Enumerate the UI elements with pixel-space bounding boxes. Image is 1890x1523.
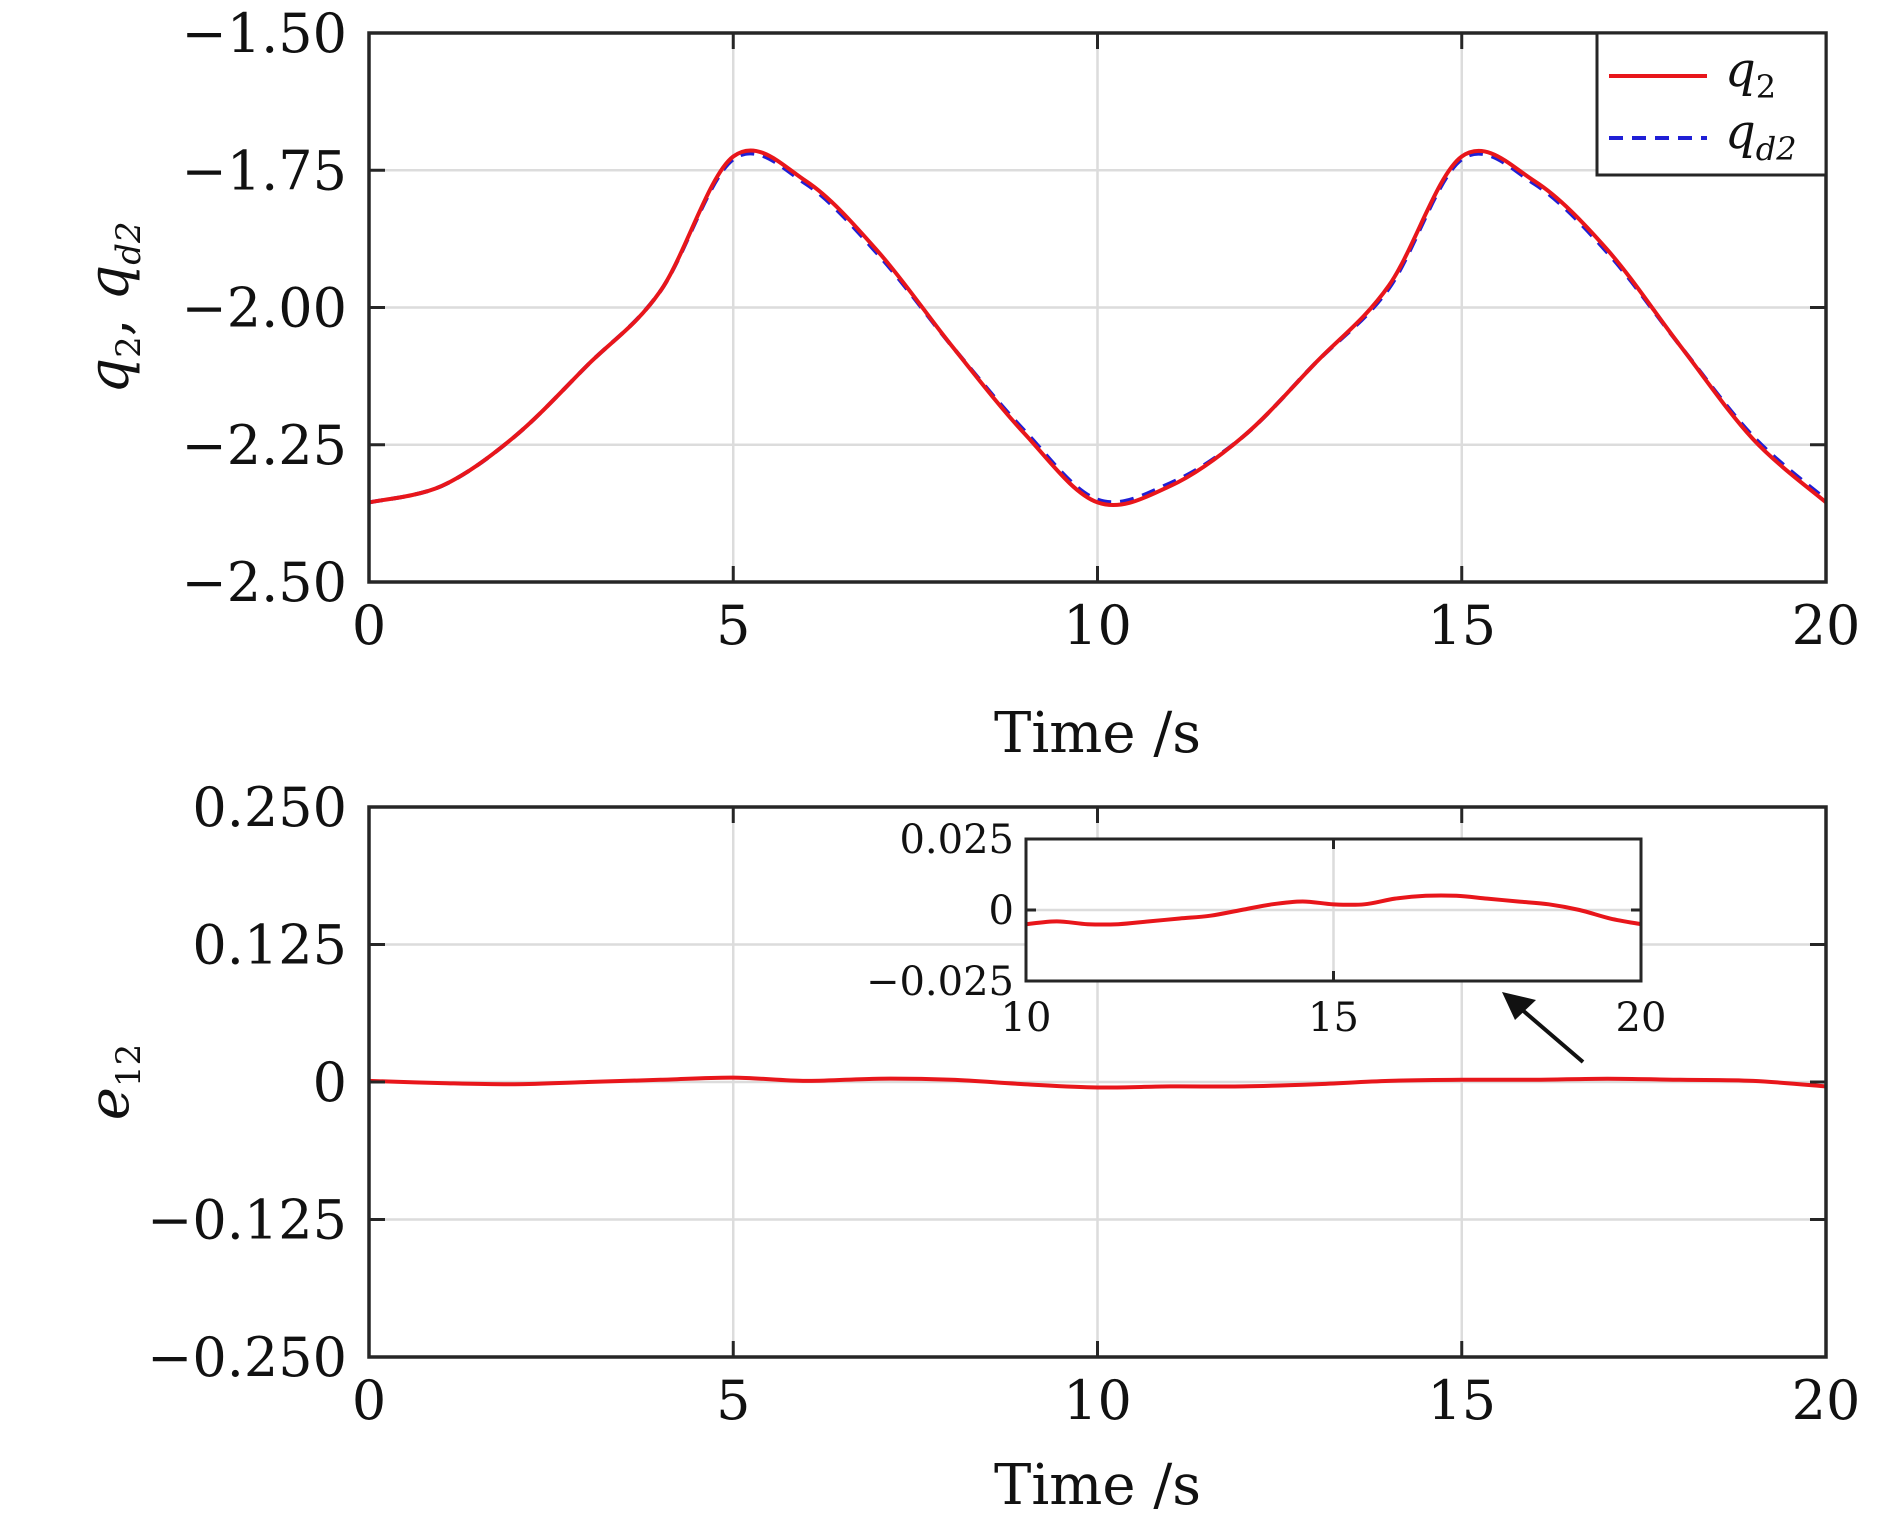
top-chart: 0 5 10 15 20−1.50−1.75−2.00−2.25−2.50 q2qd2 … <box>77 2 1860 766</box>
arrow-head <box>1502 992 1536 1020</box>
x-tick-label: 15 <box>1308 995 1359 1041</box>
y-tick-label: 0 <box>313 1051 347 1114</box>
inset-chart: 10 15 20 0.025 0 −0.025 <box>866 817 1666 1041</box>
x-tick-label: 0 <box>352 594 386 657</box>
legend-box <box>1595 31 1828 177</box>
x-tick-label: 15 <box>1427 594 1496 657</box>
x-tick-label: 0 <box>352 1369 386 1432</box>
inset-series <box>1025 893 1642 927</box>
legend-label-q-2: q2 <box>1725 42 1776 106</box>
top-chart-series <box>368 148 1828 508</box>
legend-label-q-d2: qd2 <box>1725 104 1797 168</box>
x-tick-label: 15 <box>1427 1369 1496 1432</box>
inset-pointer-arrow <box>1502 992 1585 1064</box>
ylabel-separator: , <box>77 301 142 337</box>
y-tick-label: 0 <box>989 888 1014 934</box>
y-tick-label: −2.50 <box>182 551 347 614</box>
y-tick-label: −0.125 <box>147 1189 347 1252</box>
bottom-chart-x-axis-label: Time /s <box>994 1453 1201 1518</box>
y-tick-label: −2.00 <box>182 277 347 340</box>
x-tick-label: 5 <box>716 1369 750 1432</box>
y-tick-label: 0.125 <box>192 914 347 977</box>
y-tick-label: 0.250 <box>192 776 347 839</box>
ylabel-q2-main: q <box>77 358 142 394</box>
top-chart-x-axis-label: Time /s <box>994 701 1201 766</box>
x-tick-label: 10 <box>1063 1369 1132 1432</box>
x-tick-label: 20 <box>1616 995 1667 1041</box>
x-tick-label: 20 <box>1792 1369 1861 1432</box>
x-tick-label: 10 <box>1001 995 1052 1041</box>
bottom-chart-series <box>368 1075 1827 1090</box>
series-line-e-12 <box>368 1075 1827 1090</box>
inset-ticks: 10 15 20 0.025 0 −0.025 <box>866 817 1666 1041</box>
inset-series-line-e-12 <box>1025 893 1642 927</box>
arrow-shaft <box>1518 1006 1585 1064</box>
y-tick-label: −1.50 <box>182 2 347 65</box>
y-tick-label: 0.025 <box>899 817 1014 863</box>
y-tick-label: −2.25 <box>182 414 347 477</box>
ylabel-qd2-sub: d2 <box>109 221 149 264</box>
ylabel-e-sub: 12 <box>109 1044 149 1087</box>
ylabel-qd2-main: q <box>77 265 142 301</box>
x-tick-label: 20 <box>1792 594 1861 657</box>
x-tick-label: 10 <box>1063 594 1132 657</box>
bottom-chart-y-axis-label: e12 <box>77 1044 149 1120</box>
ylabel-e-main: e <box>77 1087 142 1120</box>
top-chart-y-axis-label: q2, qd2 <box>77 221 149 393</box>
bottom-chart-ticks: 0 5 10 15 20 0.250 0.125 0 −0.125 −0.250 <box>147 776 1860 1432</box>
x-tick-label: 5 <box>716 594 750 657</box>
top-chart-ticks: 0 5 10 15 20 −1.50 −1.75 −2.00 −2.25 −2.50 <box>182 2 1861 657</box>
series-line-q-2 <box>368 148 1828 508</box>
y-tick-label: −0.025 <box>866 959 1014 1005</box>
y-tick-label: −1.75 <box>182 139 347 202</box>
ylabel-q2-sub: 2 <box>109 336 149 358</box>
y-tick-label: −0.250 <box>147 1326 347 1389</box>
